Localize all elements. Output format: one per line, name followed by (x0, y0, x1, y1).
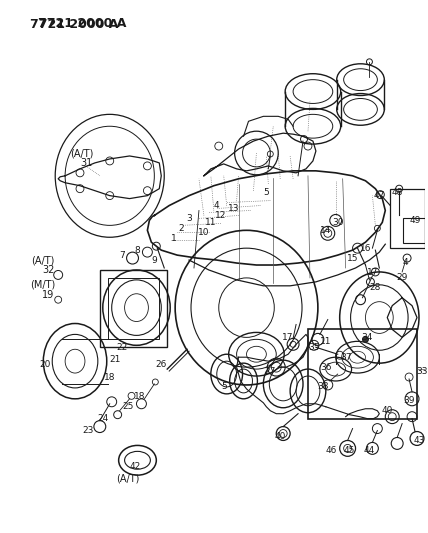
Text: 49: 49 (409, 216, 421, 225)
Text: 18: 18 (134, 392, 145, 401)
Bar (403, 219, 425, 243)
Text: 17: 17 (282, 333, 294, 342)
Text: 13: 13 (228, 204, 239, 213)
Text: 16: 16 (360, 244, 371, 253)
Text: 46: 46 (325, 446, 336, 455)
Text: 8: 8 (135, 246, 140, 255)
Text: 12: 12 (215, 211, 226, 220)
Text: 31: 31 (80, 158, 92, 168)
Text: 5: 5 (264, 188, 269, 197)
Text: 34: 34 (362, 333, 373, 342)
Text: 21: 21 (109, 354, 120, 364)
Text: 44: 44 (364, 446, 375, 455)
Text: 43: 43 (413, 436, 425, 445)
Text: 23: 23 (82, 426, 94, 435)
Bar (308, 329, 417, 418)
Text: 19: 19 (42, 290, 54, 300)
Text: 10: 10 (198, 228, 210, 237)
Bar (108, 278, 159, 340)
Text: (A/T): (A/T) (116, 473, 139, 483)
Text: 29: 29 (396, 273, 408, 282)
Text: 25: 25 (122, 402, 133, 411)
Text: 7: 7 (119, 251, 125, 260)
Text: 32: 32 (42, 265, 54, 275)
Text: 38: 38 (317, 383, 329, 391)
Text: 24: 24 (97, 414, 108, 423)
Text: 27: 27 (265, 367, 276, 376)
Text: 4: 4 (402, 257, 408, 266)
Text: 17: 17 (367, 269, 378, 278)
Text: 40: 40 (274, 432, 286, 441)
Text: 18: 18 (104, 373, 116, 382)
Text: 30: 30 (332, 218, 343, 227)
Text: (A/T): (A/T) (31, 255, 54, 265)
Text: 35: 35 (308, 343, 320, 352)
Text: 45: 45 (344, 446, 355, 455)
Text: (A/T): (A/T) (70, 148, 94, 158)
Text: 7721 2000 A: 7721 2000 A (30, 18, 119, 30)
Text: 1: 1 (171, 234, 177, 243)
Text: 5: 5 (221, 383, 226, 391)
Text: 15: 15 (347, 254, 358, 263)
Text: 4: 4 (214, 201, 220, 210)
Text: 33: 33 (416, 367, 428, 376)
Text: 2: 2 (178, 224, 184, 233)
Text: 37: 37 (340, 353, 351, 362)
Text: 14: 14 (320, 226, 332, 235)
Text: 9: 9 (152, 255, 157, 264)
Text: 11: 11 (320, 337, 332, 346)
Text: 3: 3 (186, 214, 192, 223)
Text: 11: 11 (205, 218, 217, 227)
Text: 48: 48 (392, 188, 403, 197)
Text: 42: 42 (130, 462, 141, 471)
Text: 36: 36 (320, 362, 332, 372)
Text: 28: 28 (370, 284, 381, 292)
Text: 40: 40 (382, 406, 393, 415)
Bar (100, 270, 167, 348)
Text: 47: 47 (374, 191, 385, 200)
Text: 39: 39 (403, 397, 415, 405)
Text: (M/T): (M/T) (30, 280, 55, 290)
Circle shape (363, 336, 369, 342)
Text: 7721 2000 A: 7721 2000 A (39, 17, 127, 30)
Bar (390, 189, 425, 248)
Text: 22: 22 (116, 343, 127, 352)
Text: 20: 20 (40, 360, 51, 369)
Text: 26: 26 (156, 360, 167, 369)
